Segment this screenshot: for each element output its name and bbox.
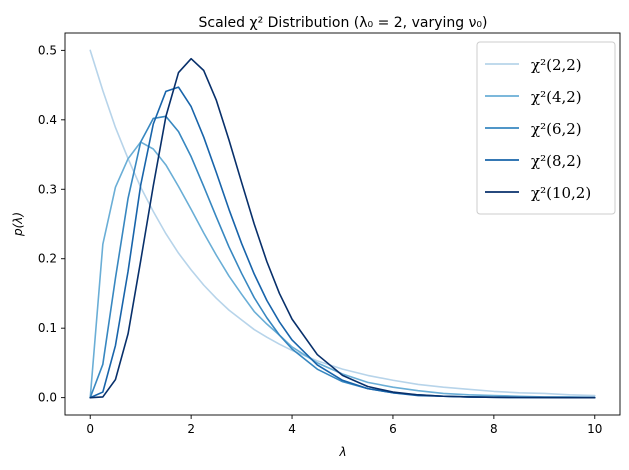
y-tick-label: 0.2 xyxy=(38,252,57,266)
y-axis: 0.0 0.1 0.2 0.3 0.4 0.5 xyxy=(38,43,65,405)
x-axis: 0 2 4 6 8 10 xyxy=(86,415,602,436)
x-tick-label: 8 xyxy=(490,422,498,436)
x-tick-label: 10 xyxy=(587,422,602,436)
legend-box xyxy=(476,41,616,215)
y-tick-label: 0.1 xyxy=(38,321,57,335)
legend-label: χ²(2,2) xyxy=(531,56,582,74)
y-tick-label: 0.5 xyxy=(38,43,57,57)
x-axis-label: λ xyxy=(338,445,346,459)
y-axis-label: p(λ) xyxy=(11,212,25,237)
x-tick-label: 2 xyxy=(187,422,195,436)
series-line-5 xyxy=(89,57,596,399)
axes-frame xyxy=(64,32,621,416)
plot-area xyxy=(64,32,621,416)
legend-label: χ²(4,2) xyxy=(531,88,582,106)
y-tick-label: 0.3 xyxy=(38,182,57,196)
legend-items: χ²(2,2) χ²(4,2) χ²(6,2) χ²(8,2) χ²(10,2) xyxy=(485,56,591,202)
legend: χ²(2,2) χ²(4,2) χ²(6,2) χ²(8,2) χ²(10,2) xyxy=(476,41,616,215)
y-tick-label: 0.0 xyxy=(38,391,57,405)
series-lines xyxy=(89,49,596,399)
x-tick-label: 6 xyxy=(389,422,397,436)
x-tick-label: 0 xyxy=(86,422,94,436)
chart-title: Scaled χ² Distribution (λ₀ = 2, varying … xyxy=(199,15,488,31)
legend-label: χ²(8,2) xyxy=(531,152,582,170)
legend-label: χ²(6,2) xyxy=(531,120,582,138)
y-tick-label: 0.4 xyxy=(38,113,57,127)
x-tick-label: 4 xyxy=(288,422,296,436)
legend-label: χ²(10,2) xyxy=(531,184,591,202)
series-line-1 xyxy=(89,49,596,397)
